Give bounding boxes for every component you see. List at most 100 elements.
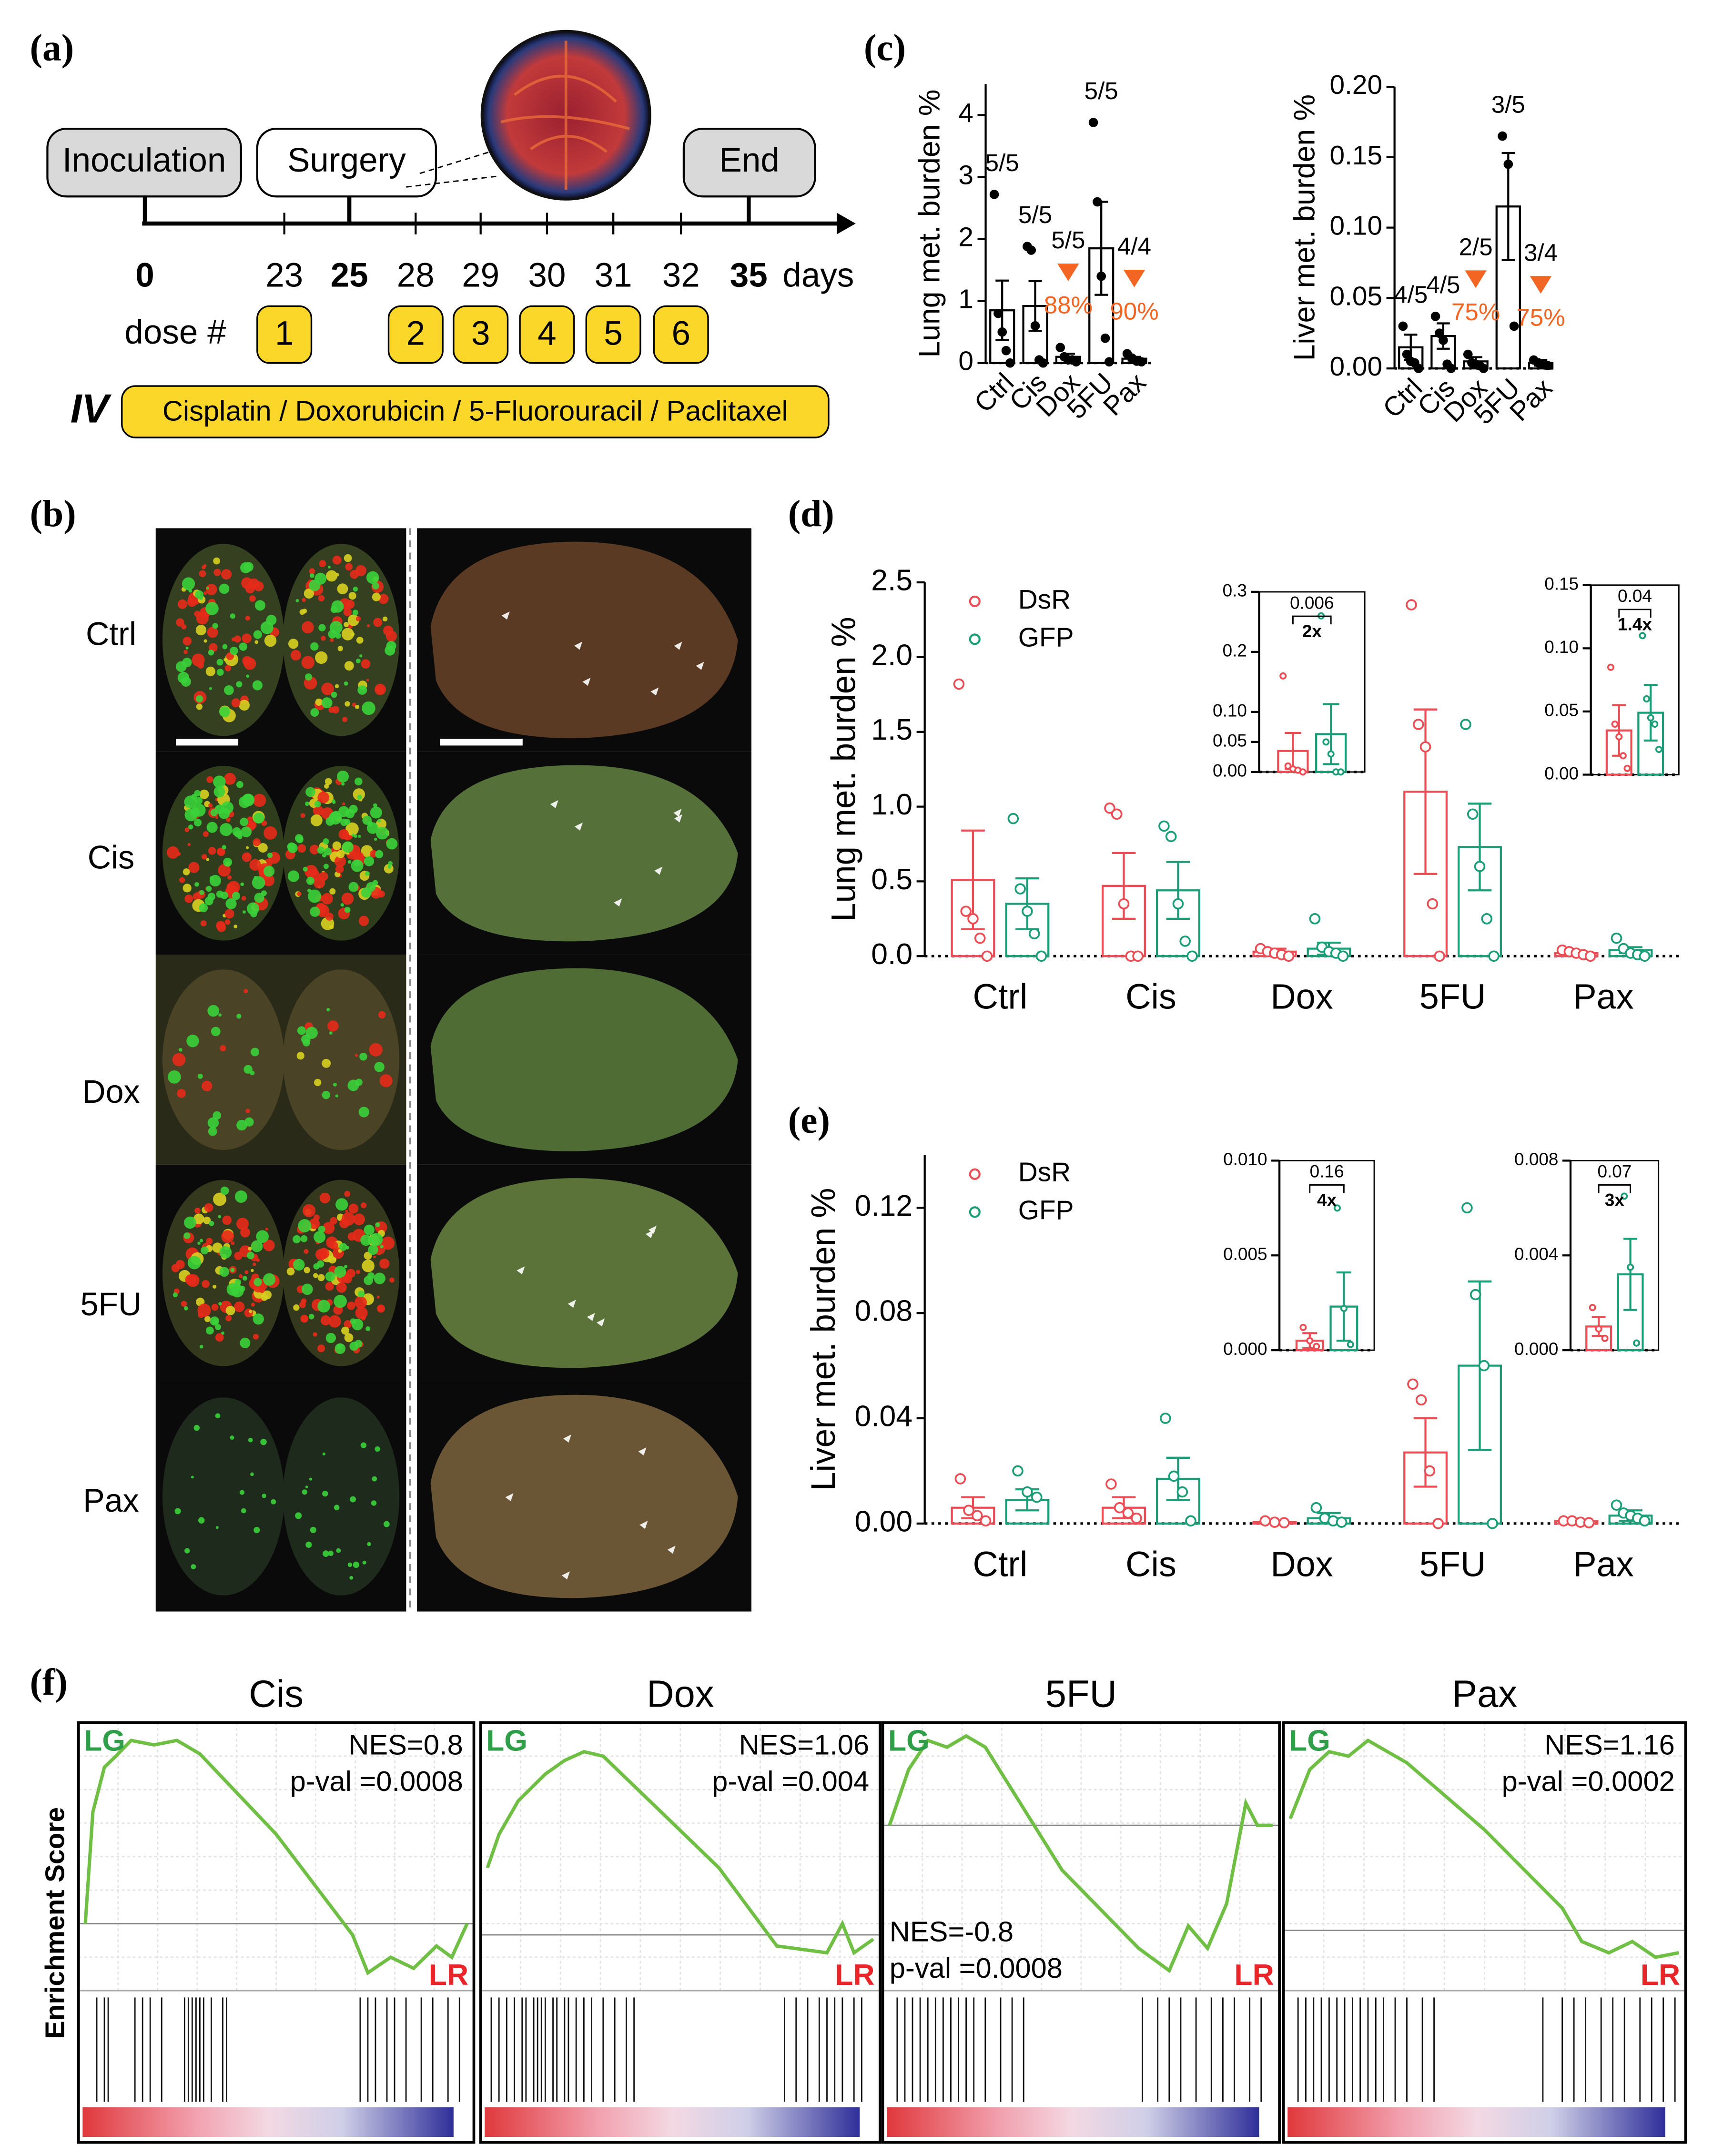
metastasis-spot xyxy=(341,1326,349,1335)
metastasis-spot xyxy=(293,1304,300,1311)
metastasis-spot xyxy=(341,893,354,905)
metastasis-spot xyxy=(362,1260,375,1272)
metastasis-spot xyxy=(261,890,267,896)
metastasis-spot xyxy=(236,1119,247,1131)
metastasis-spot xyxy=(321,682,334,695)
metastasis-spot xyxy=(377,819,381,823)
metastasis-spot xyxy=(305,787,315,797)
metastasis-spot xyxy=(342,717,348,722)
metastasis-spot xyxy=(197,1073,203,1079)
image-row-label: 5FU xyxy=(81,1286,142,1322)
metastasis-spot xyxy=(262,1494,266,1498)
metastasis-spot xyxy=(243,989,248,994)
metastasis-spot xyxy=(206,885,212,892)
data-point xyxy=(1655,745,1663,753)
metastasis-spot xyxy=(324,847,332,855)
metastasis-spot xyxy=(166,846,179,859)
metastasis-spot xyxy=(252,876,265,889)
error-bar xyxy=(1643,684,1658,742)
y-tick-label: 0.004 xyxy=(1514,1244,1558,1264)
data-point xyxy=(1313,1342,1320,1350)
metastasis-spot xyxy=(369,1043,383,1057)
data-point xyxy=(1279,672,1287,680)
metastasis-spot xyxy=(314,1231,326,1243)
data-point xyxy=(1470,1289,1481,1301)
metastasis-spot xyxy=(250,1070,255,1076)
metastasis-spot xyxy=(225,1305,235,1315)
y-tick-label: 0.15 xyxy=(1329,141,1382,171)
metastasis-spot xyxy=(197,1303,211,1317)
metastasis-spot xyxy=(187,1256,201,1270)
image-row-label: Pax xyxy=(83,1483,139,1519)
metastasis-spot xyxy=(322,853,327,858)
metastasis-spot xyxy=(362,1560,366,1565)
metastasis-spot xyxy=(361,1315,366,1321)
metastasis-spot xyxy=(376,1295,380,1299)
data-point xyxy=(1509,321,1519,331)
metastasis-spot xyxy=(330,1217,337,1225)
metastasis-spot xyxy=(211,1027,221,1037)
metastasis-spot xyxy=(344,1265,348,1269)
metastasis-spot xyxy=(209,1220,214,1226)
dose-number: 6 xyxy=(671,315,690,353)
metastasis-spot xyxy=(206,1238,213,1245)
metastasis-spot xyxy=(263,1239,275,1251)
y-axis-label: Liver met. burden % xyxy=(1287,94,1321,361)
metastasis-spot xyxy=(293,1235,301,1243)
metastasis-spot xyxy=(264,634,277,647)
nes-label: NES=1.06 xyxy=(739,1729,870,1760)
metastasis-spot xyxy=(383,1521,390,1527)
arrowhead xyxy=(667,1546,676,1554)
arrowhead xyxy=(674,641,682,650)
metastasis-spot xyxy=(183,1232,191,1239)
x-tick-label: Pax xyxy=(1573,1544,1633,1584)
metastasis-spot xyxy=(184,1216,196,1229)
metastasis-spot xyxy=(332,841,342,850)
metastasis-spot xyxy=(246,846,249,849)
metastasis-spot xyxy=(218,1215,222,1219)
metastasis-spot xyxy=(242,1276,247,1281)
data-point xyxy=(1337,950,1349,962)
y-tick-label: 0.2 xyxy=(1223,641,1247,661)
metastasis-spot xyxy=(375,1446,380,1452)
panel-frame xyxy=(77,1721,476,2144)
lung-lobe xyxy=(162,1397,284,1596)
liver-section xyxy=(430,1394,738,1598)
metastasis-spot xyxy=(305,1541,312,1548)
metastasis-spot xyxy=(253,793,266,807)
metastasis-spot xyxy=(200,920,207,926)
error-bar xyxy=(1468,803,1492,892)
metastasis-spot xyxy=(355,616,361,621)
data-point xyxy=(1168,1470,1180,1482)
data-point xyxy=(1179,936,1191,947)
data-point xyxy=(1611,932,1622,944)
metastasis-spot xyxy=(249,859,261,871)
metastasis-spot xyxy=(194,882,199,887)
data-point xyxy=(1105,357,1114,366)
metastasis-spot xyxy=(203,639,207,643)
y-tick-label: 0.5 xyxy=(871,863,912,896)
metastasis-spot xyxy=(356,636,364,644)
metastasis-spot xyxy=(196,695,203,703)
metastasis-spot xyxy=(335,1094,338,1098)
data-point xyxy=(972,1510,983,1522)
metastasis-spot xyxy=(191,1564,196,1569)
metastasis-spot xyxy=(233,635,241,643)
metastasis-spot xyxy=(362,701,375,715)
metastasis-spot xyxy=(231,1284,244,1298)
metastasis-spot xyxy=(247,1251,254,1260)
metastasis-spot xyxy=(304,864,318,878)
metastasis-spot xyxy=(296,836,304,844)
data-point xyxy=(1259,1515,1271,1527)
x-tick-label: Cis xyxy=(1125,977,1176,1017)
data-point xyxy=(1309,913,1321,925)
metastasis-spot xyxy=(172,1053,186,1067)
metastasis-spot xyxy=(310,906,320,917)
panel-frame xyxy=(1282,1721,1687,2144)
metastasis-spot xyxy=(253,581,264,591)
data-point xyxy=(1643,695,1651,702)
metastasis-spot xyxy=(361,887,372,898)
metastasis-spot xyxy=(318,595,325,602)
chart-title: Cis xyxy=(249,1673,304,1715)
metastasis-spot xyxy=(225,817,231,822)
